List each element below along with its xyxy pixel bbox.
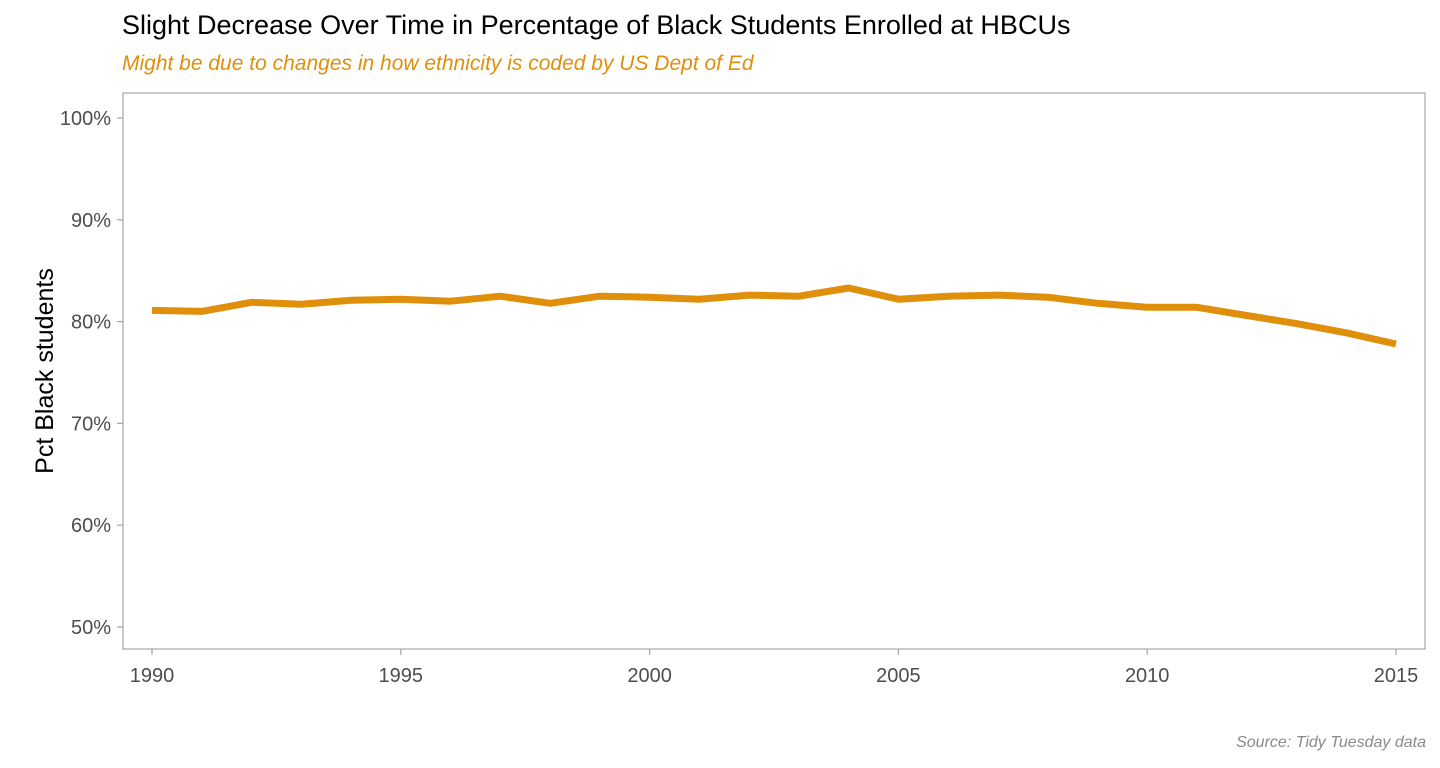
x-tick-label: 1995 bbox=[379, 665, 424, 687]
x-tick-label: 1990 bbox=[130, 665, 175, 687]
y-tick-label: 50% bbox=[71, 617, 111, 639]
series-line bbox=[151, 284, 1397, 348]
y-tick-label: 80% bbox=[71, 312, 111, 334]
y-axis-title: Pct Black students bbox=[31, 268, 59, 474]
source-caption: Source: Tidy Tuesday data bbox=[1236, 734, 1426, 751]
chart-subtitle: Might be due to changes in how ethnicity… bbox=[122, 52, 754, 75]
x-tick-label: 2010 bbox=[1125, 665, 1170, 687]
y-tick-label: 90% bbox=[71, 210, 111, 232]
y-tick-label: 70% bbox=[71, 413, 111, 435]
x-axis: 1990 1995 2000 2005 2010 2015 bbox=[130, 649, 1419, 687]
x-tick-label: 2005 bbox=[876, 665, 921, 687]
x-tick-label: 2015 bbox=[1374, 665, 1419, 687]
y-axis: 50% 60% 70% 80% 90% 100% bbox=[60, 108, 123, 639]
chart-title: Slight Decrease Over Time in Percentage … bbox=[122, 10, 1071, 40]
series-group bbox=[151, 284, 1397, 348]
plot-panel bbox=[122, 92, 1426, 650]
y-tick-label: 60% bbox=[71, 515, 111, 537]
y-tick-label: 100% bbox=[60, 108, 111, 130]
x-tick-label: 2000 bbox=[627, 665, 672, 687]
